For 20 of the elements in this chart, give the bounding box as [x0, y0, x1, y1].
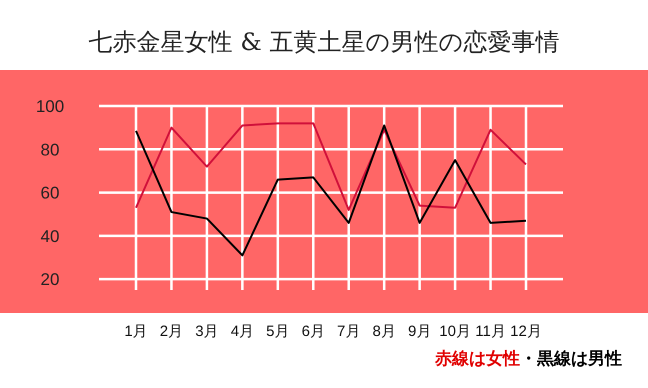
text: ・黒線は男性 — [520, 349, 622, 368]
y-tick-label: 20 — [40, 270, 60, 290]
x-tick-label: 2月 — [160, 323, 184, 340]
y-tick-label: 40 — [40, 226, 60, 246]
x-tick-label: 1月 — [124, 323, 148, 340]
x-tick-label: 10月 — [439, 323, 471, 340]
x-tick-label: 7月 — [337, 323, 360, 340]
x-tick-label: 8月 — [372, 323, 396, 340]
y-tick-label: 60 — [40, 184, 60, 203]
x-tick-label: 9月 — [408, 323, 432, 340]
chart-title: 七赤金星女性 & 五黄土星の男性の恋愛事情 — [88, 28, 560, 56]
y-tick-label: 80 — [40, 140, 60, 160]
x-tick-label: 6月 — [302, 323, 325, 340]
x-tick-label: 12月 — [510, 323, 542, 340]
text: 赤線は女性 — [434, 349, 520, 368]
x-tick-label: 3月 — [195, 323, 219, 340]
y-tick-label: 100 — [36, 97, 64, 116]
x-tick-label: 4月 — [230, 323, 254, 340]
x-tick-label: 11月 — [475, 323, 506, 340]
x-tick-label: 5月 — [266, 323, 290, 340]
